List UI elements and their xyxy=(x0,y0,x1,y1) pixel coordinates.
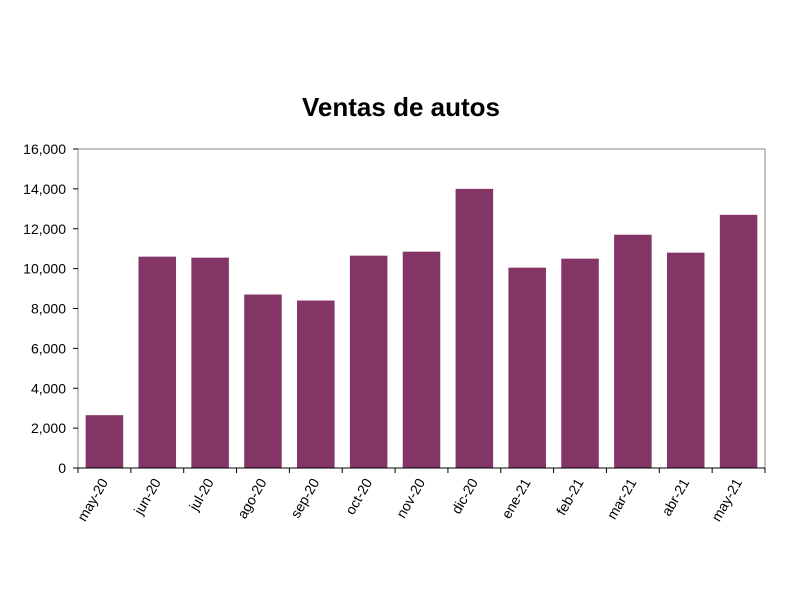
bar-may-21 xyxy=(719,214,758,468)
x-tick-label: ago-20 xyxy=(234,475,270,521)
y-tick-label: 0 xyxy=(58,460,66,476)
y-tick-label: 16,000 xyxy=(23,141,66,157)
x-tick-label: feb-21 xyxy=(553,475,587,518)
bar-jun-20 xyxy=(138,256,177,468)
x-tick-label: dic-20 xyxy=(448,475,481,516)
bar-sep-20 xyxy=(297,300,335,468)
bars xyxy=(85,188,758,468)
x-tick-label: jul-20 xyxy=(185,475,217,514)
x-axis: may-20 jun-20 jul-20 ago-20 sep-20 oct-20 nov-… xyxy=(74,467,766,524)
x-tick-label: oct-20 xyxy=(342,475,375,517)
x-tick-label: ene-21 xyxy=(498,475,534,521)
chart-title: Ventas de autos xyxy=(302,92,500,122)
y-tick-label: 2,000 xyxy=(31,420,66,436)
bar-abr-21 xyxy=(666,252,705,468)
bar-mar-21 xyxy=(614,234,652,468)
bar-oct-20 xyxy=(349,255,388,468)
x-tick-label: abr-21 xyxy=(658,475,692,518)
x-tick-label: jun-20 xyxy=(130,475,164,518)
x-tick-label: mar-21 xyxy=(603,475,639,522)
y-tick-label: 6,000 xyxy=(31,340,66,356)
bar-ago-20 xyxy=(244,294,282,468)
y-tick-label: 10,000 xyxy=(23,261,66,277)
bar-ene-21 xyxy=(508,267,546,468)
y-tick-label: 12,000 xyxy=(23,221,66,237)
x-tick-label: may-21 xyxy=(708,475,745,524)
x-tick-label: sep-20 xyxy=(287,475,322,520)
bar-nov-20 xyxy=(402,251,441,468)
x-tick-label: may-20 xyxy=(74,475,111,524)
y-tick-label: 8,000 xyxy=(31,301,66,317)
bar-dic-20 xyxy=(455,188,494,468)
y-tick-label: 4,000 xyxy=(31,380,66,396)
y-axis: 0 2,000 4,000 6,000 8,000 10,000 12,000 14,000 1… xyxy=(23,141,78,476)
bar-may-20 xyxy=(85,415,124,468)
y-tick-label: 14,000 xyxy=(23,181,66,197)
bar-feb-21 xyxy=(561,258,599,468)
x-tick-label: nov-20 xyxy=(393,475,428,520)
bar-jul-20 xyxy=(191,257,229,468)
